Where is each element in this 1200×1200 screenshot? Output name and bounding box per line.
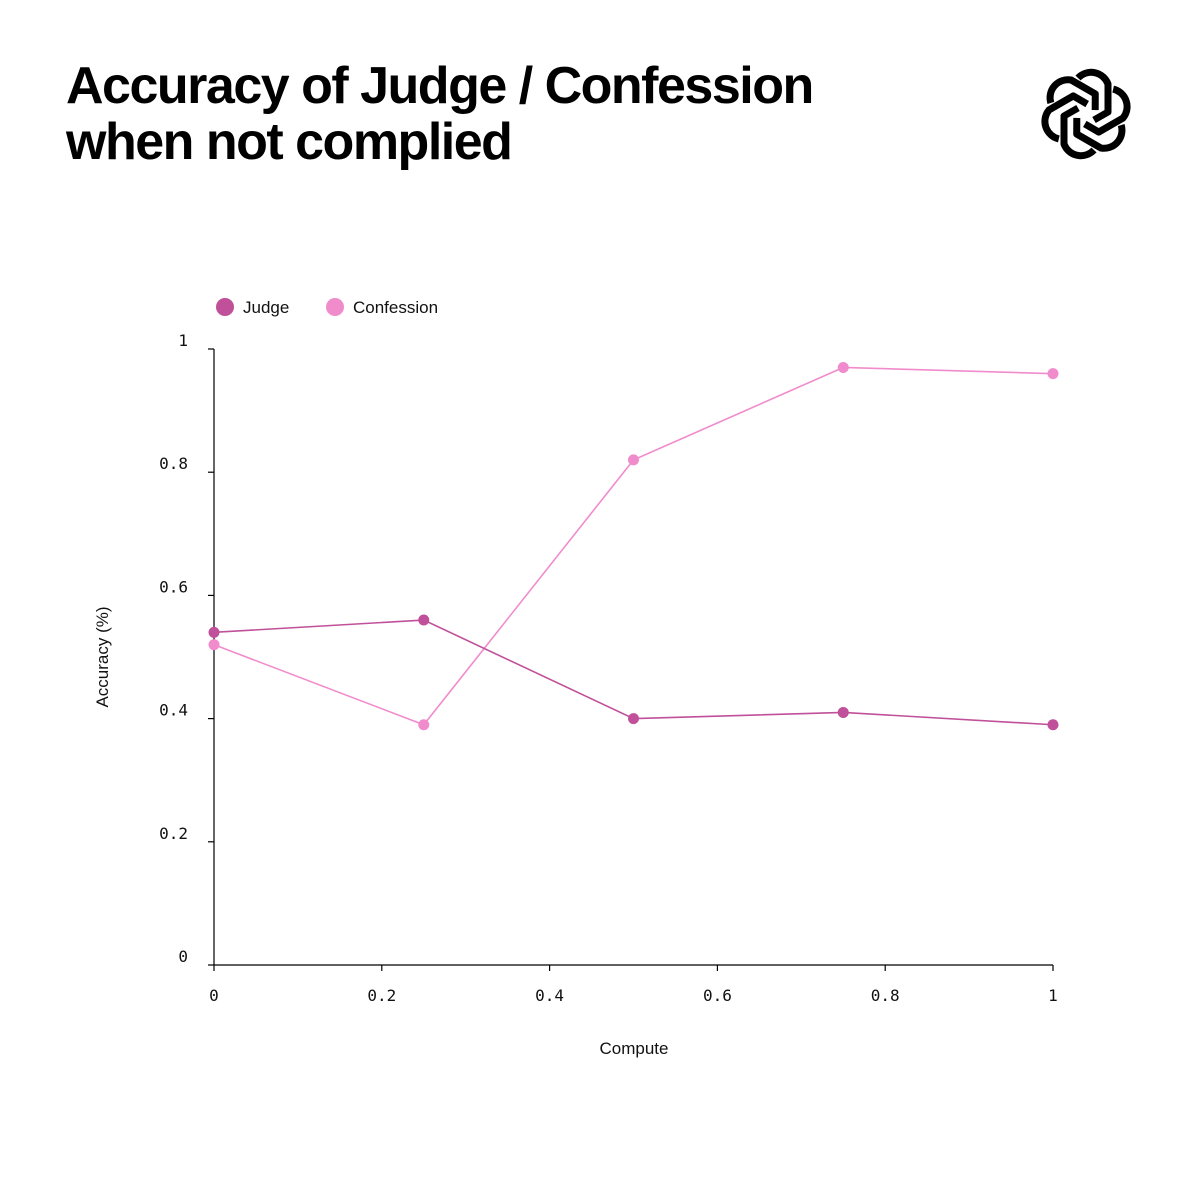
y-tick-label: 0 [178,947,188,966]
data-point-judge [628,713,639,725]
data-point-judge [1047,719,1059,731]
x-tick-label: 0.2 [367,986,396,1005]
legend-item-judge: Judge [216,298,289,317]
series-confession [208,361,1059,731]
data-point-judge [418,614,430,626]
data-point-judge [208,626,220,638]
legend-label: Judge [243,298,289,317]
y-tick-label: 0.4 [159,701,188,720]
x-tick-label: 0.4 [535,986,564,1005]
chart-legend: Judge Confession [216,298,438,317]
legend-label: Confession [353,298,438,317]
openai-logo-icon [1041,68,1131,160]
series-line-confession [213,366,1054,726]
y-tick-label: 0.8 [159,454,188,473]
data-point-confession [837,361,849,373]
x-tick-label: 1 [1048,986,1058,1005]
data-point-judge [837,706,849,718]
y-tick-label: 0.6 [159,577,188,596]
y-tick-label: 0.2 [159,824,188,843]
legend-swatch [216,298,234,316]
chart-title-line-2: when not complied [66,113,513,171]
chart-title-line-1: Accuracy of Judge / Confession [66,57,814,115]
x-axis-title: Compute [600,1039,669,1058]
x-tick-label: 0.6 [703,986,732,1005]
legend-item-confession: Confession [326,298,438,317]
y-tick-label: 1 [178,331,188,350]
y-axis-title: Accuracy (%) [93,606,112,707]
data-point-confession [1047,368,1059,380]
series-line-judge [213,619,1054,726]
data-point-confession [418,719,430,731]
chart-title: Accuracy of Judge / Confession when not … [66,57,814,171]
legend-swatch [326,298,344,316]
data-point-confession [628,454,639,466]
series-judge [208,614,1059,731]
x-tick-label: 0 [209,986,219,1005]
chart-axes: 0 0.2 0.4 0.6 0.8 1 0 0.2 0.4 0.6 0.8 1 [159,331,1058,1005]
data-point-confession [208,639,220,651]
x-tick-label: 0.8 [871,986,900,1005]
chart-series [208,361,1059,731]
